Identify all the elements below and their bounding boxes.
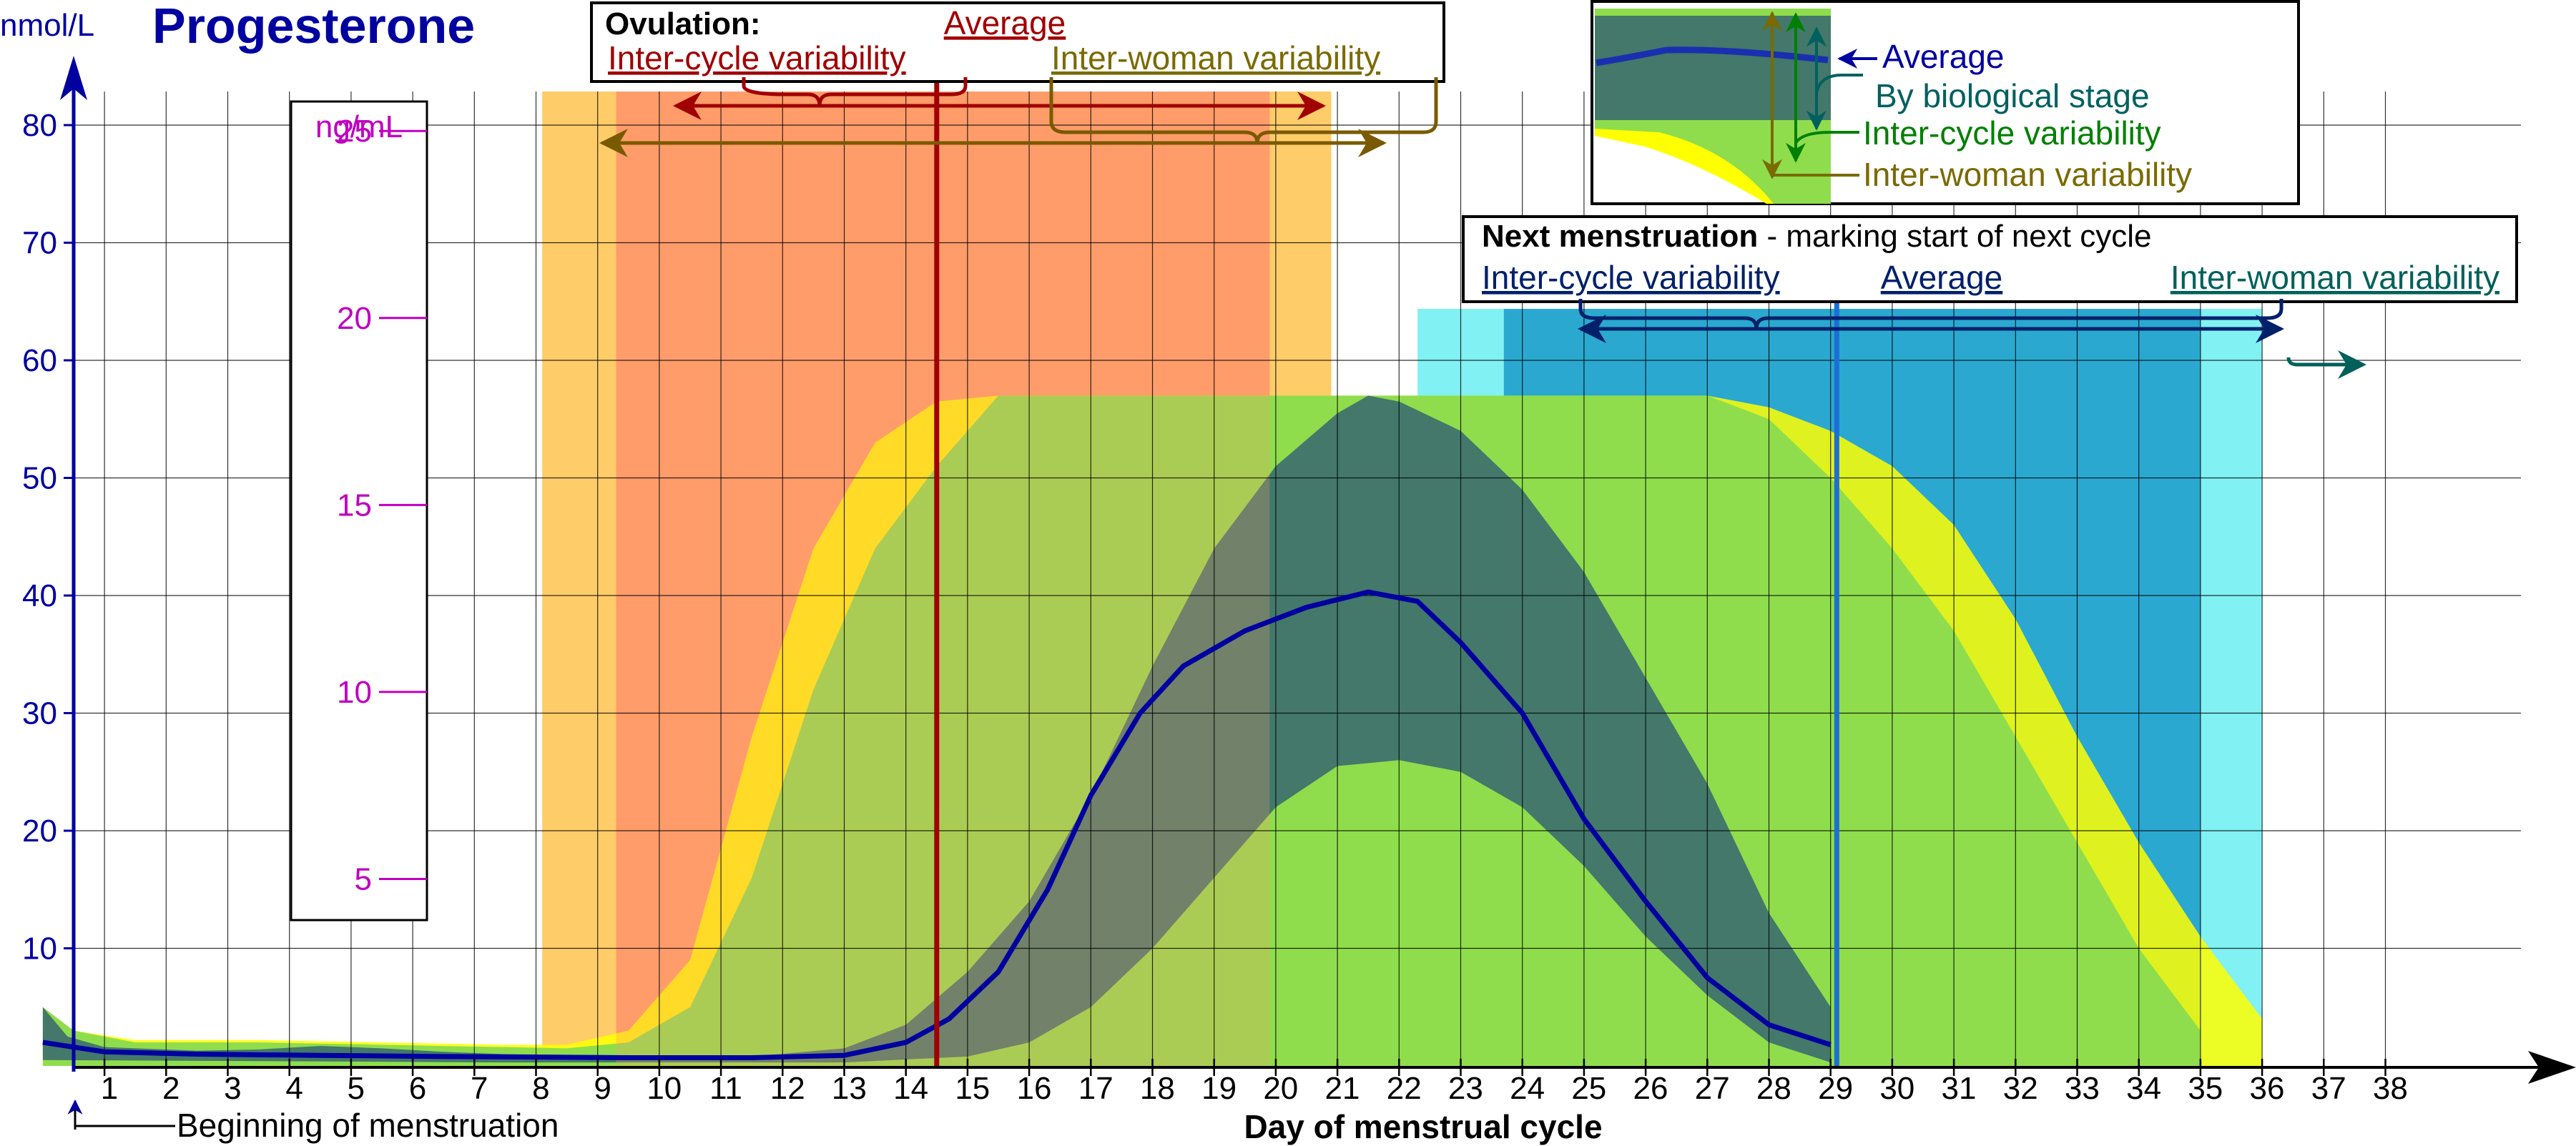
x-tick-label: 30 — [1879, 1071, 1914, 1106]
average-lines — [42, 6, 1839, 1066]
x-tick-label: 31 — [1942, 1071, 1977, 1106]
x-tick-label: 1 — [101, 1071, 118, 1106]
x-tick-label: 21 — [1325, 1071, 1360, 1106]
x-tick-label: 22 — [1387, 1071, 1422, 1106]
y2-tick-label: 5 — [355, 861, 372, 896]
legend-cycle: Inter-cycle variability — [1863, 114, 2161, 152]
x-tick-label: 29 — [1818, 1071, 1853, 1106]
x-tick-label: 33 — [2065, 1071, 2100, 1106]
y-tick-label: 50 — [22, 461, 57, 496]
chart-title: Progesterone — [152, 0, 475, 54]
x-tick-label: 37 — [2311, 1071, 2346, 1106]
x-tick-label: 12 — [770, 1071, 805, 1106]
band-by-biological-stage — [42, 395, 1831, 1063]
beginning-label: Beginning of menstruation — [177, 1107, 559, 1144]
x-axis-arrow — [2528, 1051, 2576, 1084]
next-menstruation-heading: Next menstruation - marking start of nex… — [1482, 219, 2151, 254]
x-axis-title: Day of menstrual cycle — [1244, 1108, 1602, 1145]
x-tick-label: 38 — [2373, 1071, 2408, 1106]
x-tick-label: 24 — [1510, 1071, 1545, 1106]
x-tick-label: 25 — [1571, 1071, 1606, 1106]
x-tick-label: 23 — [1448, 1071, 1483, 1106]
ovulation-overlay — [616, 92, 1270, 1066]
x-tick-label: 19 — [1201, 1071, 1237, 1106]
x-tick-label: 20 — [1263, 1071, 1298, 1106]
y-tick-label: 70 — [22, 226, 57, 261]
y-axis-unit: nmol/L — [0, 8, 94, 43]
ovulation-annotation: Ovulation: Average Inter-cycle variabili… — [590, 1, 1445, 157]
x-tick-label: 16 — [1017, 1071, 1052, 1106]
x-tick-label: 4 — [285, 1071, 303, 1106]
y2-tick-label: 10 — [337, 675, 372, 710]
legend-average: Average — [1882, 38, 2005, 75]
beginning-of-menstruation-note: Beginning of menstruation — [67, 1099, 559, 1144]
ovulation-inter-cycle-label: Inter-cycle variability — [608, 39, 906, 76]
y-tick-label: 60 — [22, 343, 57, 378]
y-tick-label: 80 — [22, 108, 57, 143]
x-tick-label: 28 — [1756, 1071, 1791, 1106]
x-tick-label: 8 — [532, 1071, 549, 1106]
x-tick-label: 13 — [832, 1071, 867, 1106]
x-tick-label: 34 — [2126, 1071, 2161, 1106]
x-tick-label: 15 — [955, 1071, 990, 1106]
y-tick-label: 30 — [22, 696, 57, 731]
legend-stage: By biological stage — [1875, 77, 2150, 114]
x-tick-label: 11 — [709, 1071, 742, 1106]
x-tick-label: 5 — [348, 1071, 365, 1106]
x-tick-label: 3 — [224, 1071, 241, 1106]
x-tick-label: 6 — [409, 1071, 426, 1106]
x-tick-label: 36 — [2250, 1071, 2285, 1106]
y-tick-label: 10 — [22, 932, 57, 967]
y-tick-label: 20 — [22, 814, 57, 849]
legend: Average By biological stage Inter-cycle … — [1591, 0, 2300, 205]
x-tick-label: 7 — [471, 1071, 488, 1106]
legend-woman: Inter-woman variability — [1863, 156, 2192, 193]
ovulation-inter-woman-brace — [1049, 77, 1438, 144]
x-tick-label: 9 — [594, 1071, 611, 1106]
ovulation-inter-cycle-brace — [742, 77, 968, 107]
next-menstruation-annotation: Next menstruation - marking start of nex… — [1462, 215, 2518, 379]
y-axis-arrow — [60, 56, 87, 100]
y2-tick-label: 15 — [337, 488, 372, 523]
menses-average-label: Average — [1881, 259, 2003, 296]
axes — [60, 56, 2576, 1084]
x-tick-label: 26 — [1633, 1071, 1668, 1106]
ng-ml-panel: ng/mL 5 10 15 20 25 — [290, 100, 428, 922]
x-tick-label: 32 — [2003, 1071, 2038, 1106]
x-tick-label: 27 — [1695, 1071, 1730, 1106]
y2-tick-label: 25 — [337, 114, 372, 149]
x-tick-label: 2 — [162, 1071, 180, 1106]
ovulation-average-label: Average — [944, 4, 1066, 41]
ovulation-inter-woman-label: Inter-woman variability — [1051, 39, 1380, 76]
x-tick-label: 17 — [1078, 1071, 1114, 1106]
average-curve — [42, 589, 1832, 1060]
menses-inter-woman-label: Inter-woman variability — [2171, 259, 2499, 296]
y-tick-label: 40 — [22, 578, 57, 613]
x-tick-label: 14 — [893, 1071, 928, 1106]
y2-tick-label: 20 — [337, 301, 372, 336]
x-tick-label: 18 — [1140, 1071, 1175, 1106]
ovulation-title: Ovulation: — [605, 6, 761, 41]
menses-inter-cycle-label: Inter-cycle variability — [1482, 259, 1780, 296]
x-tick-label: 10 — [647, 1071, 682, 1106]
x-tick-label: 35 — [2188, 1071, 2223, 1106]
ng-ml-unit: ng/mL — [315, 109, 403, 144]
